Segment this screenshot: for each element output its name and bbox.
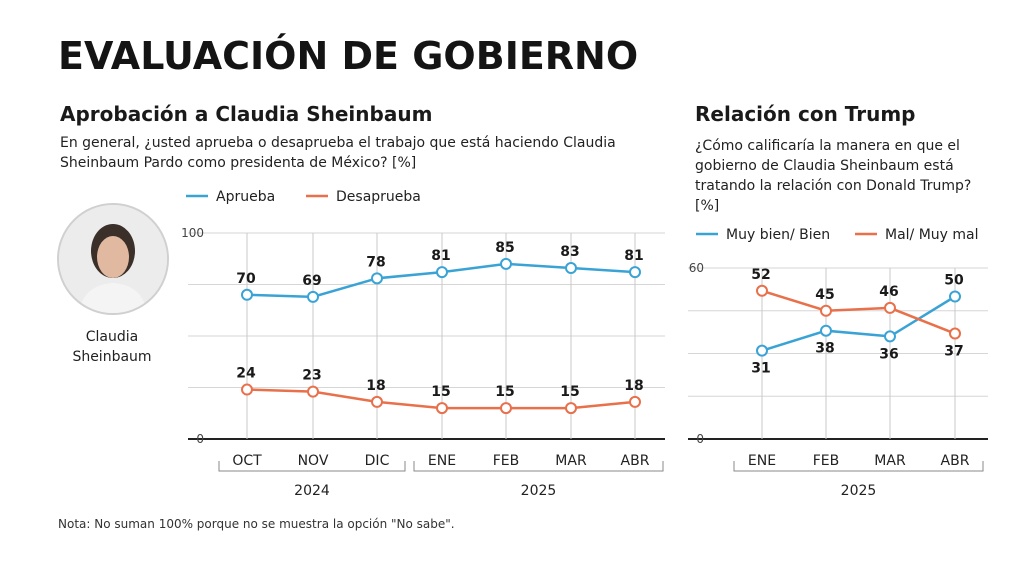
data-point	[371, 272, 383, 285]
year-bracket	[413, 461, 664, 472]
data-label: 70	[236, 271, 256, 287]
data-point	[565, 402, 577, 415]
approval-chart: 100 0 OCT NOV DIC ENE FEB MAR ABR 2024 2025 Aprueba…	[181, 189, 665, 499]
data-label: 15	[560, 384, 579, 400]
data-label: 18	[366, 378, 385, 394]
main-title: EVALUACIÓN DE GOBIERNO	[58, 34, 639, 78]
data-point	[436, 266, 448, 279]
portrait-photo	[57, 203, 169, 315]
data-point	[820, 304, 832, 317]
data-label: 52	[751, 267, 770, 283]
approval-question: En general, ¿usted aprueba o desaprueba …	[60, 135, 616, 171]
data-label: 69	[302, 273, 321, 289]
y-tick-label: 0	[696, 432, 704, 446]
x-tick-label: DIC	[365, 453, 390, 469]
data-point	[371, 395, 383, 408]
data-label: 36	[879, 346, 898, 362]
approval-chart-title: Aprobación a Claudia Sheinbaum	[60, 102, 433, 126]
data-label: 24	[236, 366, 256, 382]
data-point	[500, 257, 512, 270]
footnote: Nota: No suman 100% porque no se muestra…	[58, 517, 455, 531]
trump-question: ¿Cómo calificaría la manera en que el go…	[695, 138, 972, 214]
x-tick-label: OCT	[232, 453, 262, 469]
data-label: 15	[495, 384, 514, 400]
person-silhouette-icon	[59, 205, 167, 313]
x-tick-label: FEB	[813, 453, 840, 469]
data-label: 31	[751, 361, 770, 377]
x-tick-label: MAR	[555, 453, 587, 469]
x-tick-label: ENE	[428, 453, 456, 469]
legend-label: Aprueba	[216, 189, 275, 205]
year-label: 2025	[841, 483, 877, 499]
data-point	[756, 344, 768, 357]
data-label: 83	[560, 244, 579, 260]
legend-label: Muy bien/ Bien	[726, 227, 830, 243]
data-point	[629, 266, 641, 279]
year-label: 2025	[521, 483, 557, 499]
data-label: 78	[366, 254, 385, 270]
data-point	[241, 288, 253, 301]
x-tick-label: MAR	[874, 453, 906, 469]
data-label: 81	[624, 248, 643, 264]
data-label: 81	[431, 248, 450, 264]
y-tick-label: 100	[181, 226, 204, 240]
year-label: 2024	[294, 483, 330, 499]
legend-label: Mal/ Muy mal	[885, 227, 979, 243]
y-tick-label: 0	[196, 432, 204, 446]
data-label: 18	[624, 378, 643, 394]
data-point	[500, 402, 512, 415]
trump-chart-title: Relación con Trump	[695, 102, 916, 126]
x-tick-label: FEB	[493, 453, 520, 469]
data-point	[820, 324, 832, 337]
x-tick-label: ABR	[941, 453, 970, 469]
year-bracket	[218, 461, 406, 472]
year-bracket	[733, 461, 984, 472]
data-label: 37	[944, 344, 963, 360]
data-point	[949, 327, 961, 340]
data-point	[884, 330, 896, 343]
data-point	[565, 262, 577, 275]
data-label: 15	[431, 384, 450, 400]
data-point	[436, 402, 448, 415]
data-point	[307, 385, 319, 398]
data-label: 45	[815, 287, 834, 303]
data-point	[756, 284, 768, 297]
y-tick-label: 60	[689, 261, 704, 275]
data-point	[307, 290, 319, 303]
series-line	[761, 295, 956, 352]
x-tick-label: ENE	[748, 453, 776, 469]
data-label: 46	[879, 284, 898, 300]
data-label: 50	[944, 273, 964, 289]
trump-chart: 60 0 ENE FEB MAR ABR 2025 Muy bien/ Bien Mal/ Mu…	[688, 227, 988, 499]
data-label: 38	[815, 341, 834, 357]
x-tick-label: ABR	[621, 453, 650, 469]
legend-label: Desaprueba	[336, 189, 421, 205]
data-label: 85	[495, 240, 514, 256]
data-label: 23	[302, 368, 321, 384]
data-point	[949, 290, 961, 303]
data-point	[884, 301, 896, 314]
x-tick-label: NOV	[298, 453, 329, 469]
series-line	[761, 289, 956, 335]
person-name: Claudia Sheinbaum	[72, 329, 152, 365]
data-point	[629, 395, 641, 408]
data-point	[241, 383, 253, 396]
